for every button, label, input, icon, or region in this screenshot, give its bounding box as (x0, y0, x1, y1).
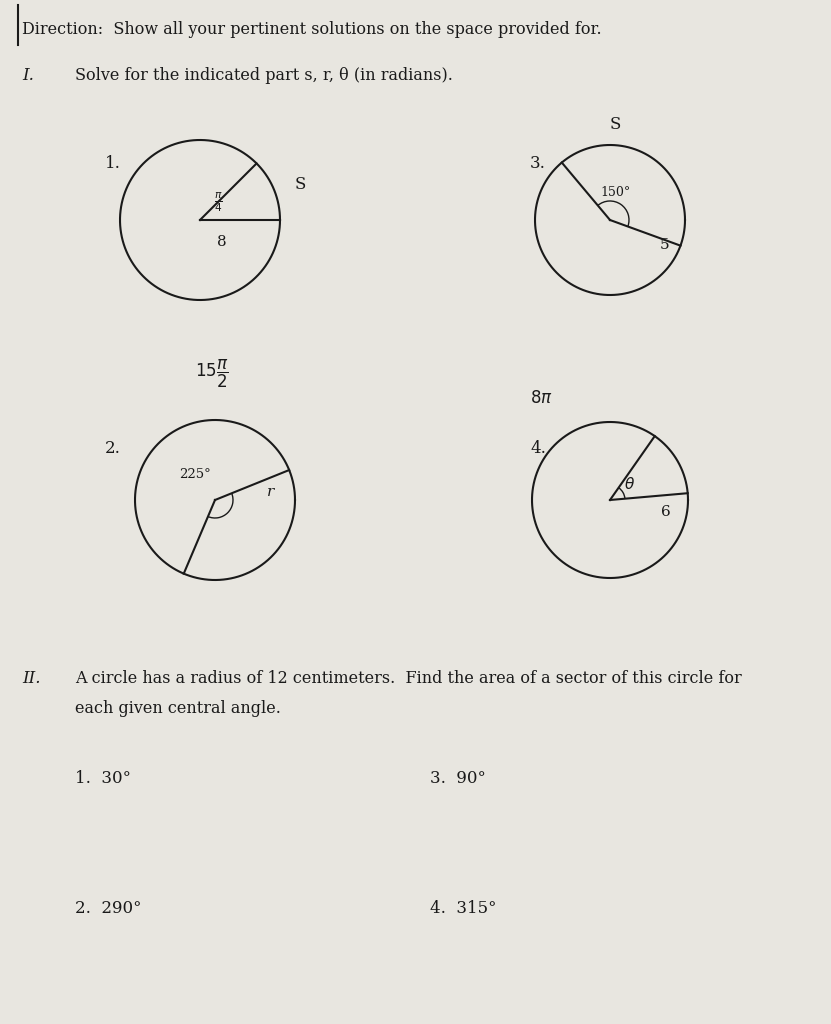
Text: $\theta$: $\theta$ (623, 476, 635, 492)
Text: $8\pi$: $8\pi$ (530, 390, 553, 407)
Text: A circle has a radius of 12 centimeters.  Find the area of a sector of this circ: A circle has a radius of 12 centimeters.… (75, 670, 742, 687)
Text: Direction:  Show all your pertinent solutions on the space provided for.: Direction: Show all your pertinent solut… (22, 22, 602, 39)
Text: S: S (609, 116, 621, 133)
Text: $15\dfrac{\pi}{2}$: $15\dfrac{\pi}{2}$ (195, 357, 229, 390)
Text: 1.  30°: 1. 30° (75, 770, 131, 787)
Text: $\frac{\pi}{4}$: $\frac{\pi}{4}$ (214, 190, 223, 214)
Text: 4.: 4. (530, 440, 546, 457)
Text: r: r (268, 484, 274, 499)
Text: 3.: 3. (530, 155, 546, 172)
Text: S: S (295, 175, 306, 193)
Text: 1.: 1. (105, 155, 120, 172)
Text: 3.  90°: 3. 90° (430, 770, 486, 787)
Text: 2.  290°: 2. 290° (75, 900, 141, 918)
Text: each given central angle.: each given central angle. (75, 700, 281, 717)
Text: 2.: 2. (105, 440, 120, 457)
Text: II.: II. (22, 670, 41, 687)
Text: 4.  315°: 4. 315° (430, 900, 496, 918)
Text: Solve for the indicated part s, r, θ (in radians).: Solve for the indicated part s, r, θ (in… (75, 67, 453, 84)
Text: 6: 6 (661, 505, 671, 518)
Text: 5: 5 (660, 239, 669, 252)
Text: I.: I. (22, 67, 34, 84)
Text: 8: 8 (217, 234, 227, 249)
Text: 225°: 225° (179, 469, 211, 481)
Text: 150°: 150° (601, 185, 632, 199)
